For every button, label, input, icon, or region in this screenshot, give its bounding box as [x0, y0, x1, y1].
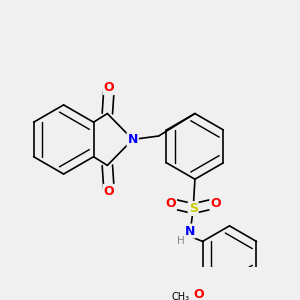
Text: N: N [184, 224, 195, 238]
Text: S: S [189, 202, 198, 215]
Text: CH₃: CH₃ [171, 292, 189, 300]
Text: O: O [210, 197, 221, 210]
Text: O: O [165, 197, 176, 210]
Text: O: O [104, 185, 114, 198]
Text: O: O [104, 81, 114, 94]
Text: H: H [177, 236, 185, 246]
Text: N: N [128, 133, 138, 146]
Text: O: O [194, 289, 204, 300]
